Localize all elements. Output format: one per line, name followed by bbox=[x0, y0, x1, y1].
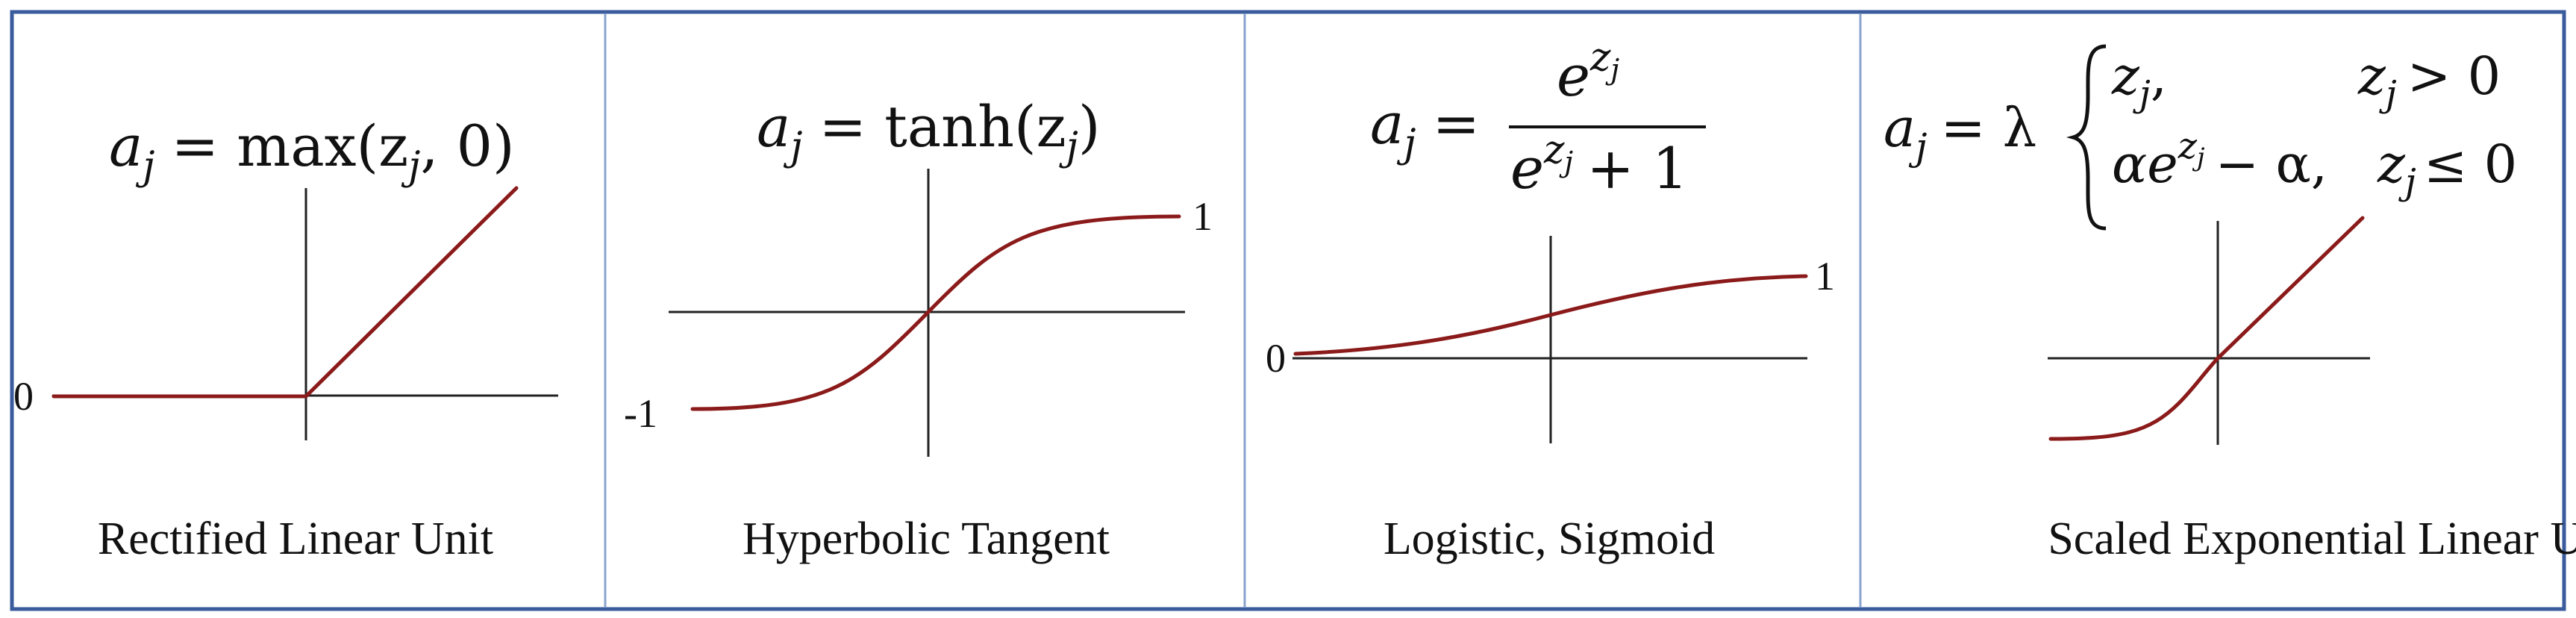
sigmoid-num-e: e bbox=[1557, 43, 1590, 109]
sigmoid-tick-left: 0 bbox=[1266, 336, 1286, 381]
relu-formula-rhs: = max(z bbox=[171, 113, 408, 179]
tanh-formula-rhs-end: ) bbox=[1078, 93, 1101, 160]
relu-formula: aj = max(zj, 0) bbox=[109, 113, 515, 189]
sigmoid-formula-numerator: ezj bbox=[1557, 35, 1619, 109]
relu-formula-lhs: a bbox=[109, 113, 143, 179]
sigmoid-tick-right: 1 bbox=[1815, 254, 1835, 299]
selu-formula-eq: = λ bbox=[1940, 96, 2036, 159]
selu-case2-sup: z bbox=[2178, 125, 2198, 167]
sigmoid-caption: Logistic, Sigmoid bbox=[1384, 514, 1715, 564]
sigmoid-den-sup: z bbox=[1543, 128, 1565, 172]
panel-selu: aj = λ zj, zj > 0 αezj − α, zj ≤ 0 Scaled Ex… bbox=[1883, 44, 2576, 564]
outer-frame bbox=[10, 10, 2566, 611]
relu-tick-left: 0 bbox=[13, 374, 34, 419]
selu-formula-lhs-a: a bbox=[1883, 96, 1916, 159]
selu-case-1-condition: zj > 0 bbox=[2357, 46, 2501, 115]
selu-formula-lhs: aj = λ bbox=[1883, 96, 2036, 169]
selu-case2-rest: − α, bbox=[2216, 134, 2328, 195]
sigmoid-curve bbox=[1293, 274, 1808, 356]
sigmoid-formula-lhs: aj = bbox=[1370, 90, 1480, 166]
relu-caption: Rectified Linear Unit bbox=[98, 514, 493, 564]
tanh-caption: Hyperbolic Tangent bbox=[743, 514, 1110, 564]
panel-tanh: aj = tanh(zj) -1 1 Hyperbolic Tangent bbox=[624, 93, 1213, 564]
sigmoid-formula-denominator: ezj + 1 bbox=[1510, 128, 1688, 202]
tanh-formula-rhs: = tanh(z bbox=[819, 93, 1066, 160]
selu-curve bbox=[2048, 216, 2365, 441]
selu-case1-cond: z bbox=[2357, 46, 2386, 107]
sigmoid-den-e: e bbox=[1510, 135, 1544, 202]
relu-formula-rhs-end: , 0) bbox=[420, 113, 514, 179]
tanh-tick-left: -1 bbox=[624, 391, 657, 436]
selu-case2-expr: αe bbox=[2112, 134, 2178, 195]
selu-case1-comma: , bbox=[2151, 46, 2167, 107]
selu-case1-cond-op: > 0 bbox=[2407, 46, 2501, 107]
tanh-curve bbox=[690, 214, 1181, 411]
panel-sigmoid: aj = ezj ezj + 1 0 1 Logistic, Sigmoid bbox=[1266, 35, 1835, 564]
selu-case-2: αezj − α, bbox=[2112, 125, 2328, 195]
tanh-tick-right: 1 bbox=[1192, 194, 1213, 239]
selu-case2-cond: z bbox=[2377, 134, 2406, 195]
sigmoid-formula-eq: = bbox=[1432, 90, 1480, 157]
selu-case-1: zj, bbox=[2111, 46, 2167, 115]
selu-case2-cond-op: ≤ 0 bbox=[2424, 134, 2517, 195]
selu-case1-expr: z bbox=[2111, 46, 2140, 107]
sigmoid-den-end: + 1 bbox=[1586, 135, 1688, 202]
panel-relu: aj = max(zj, 0) 0 Rectified Linear Unit bbox=[13, 113, 558, 564]
sigmoid-num-sup: z bbox=[1589, 35, 1611, 80]
tanh-formula-lhs: a bbox=[757, 93, 790, 160]
relu-curve bbox=[51, 186, 519, 399]
tanh-formula: aj = tanh(zj) bbox=[757, 93, 1101, 169]
sigmoid-formula-lhs-a: a bbox=[1370, 90, 1404, 157]
selu-case-2-condition: zj ≤ 0 bbox=[2377, 134, 2517, 203]
selu-caption: Scaled Exponential Linear Unit bbox=[2048, 514, 2576, 564]
selu-brace bbox=[2066, 44, 2107, 231]
